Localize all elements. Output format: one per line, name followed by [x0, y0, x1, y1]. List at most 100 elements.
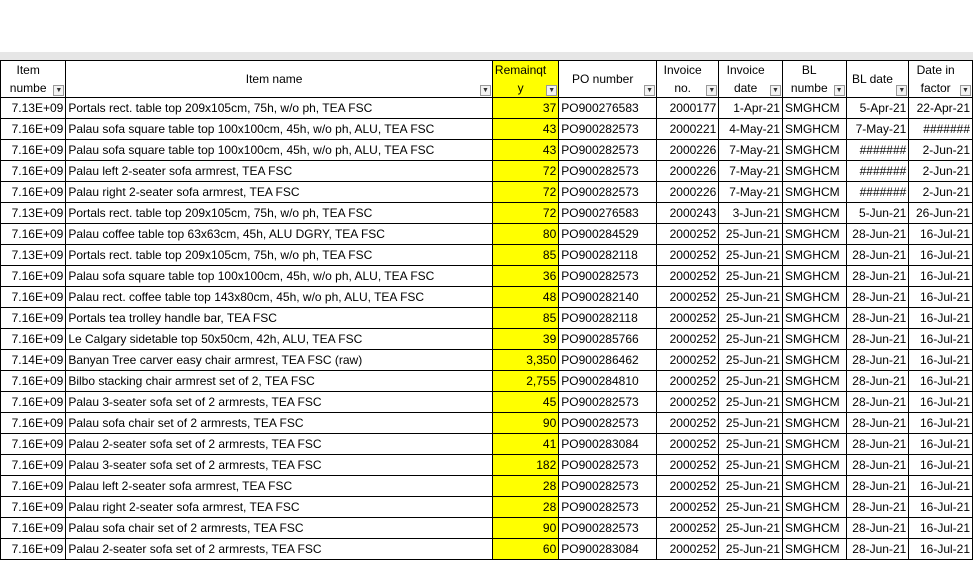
cell[interactable]: 2000252 — [656, 391, 720, 413]
cell[interactable]: ####### — [845, 181, 910, 203]
cell[interactable]: PO900284810 — [558, 370, 658, 392]
cell[interactable]: 28-Jun-21 — [845, 307, 910, 329]
cell[interactable]: 7.16E+09 — [0, 454, 67, 476]
cell[interactable]: 28-Jun-21 — [845, 433, 910, 455]
cell[interactable]: SMGHCM — [781, 391, 847, 413]
cell[interactable]: PO900284529 — [558, 223, 658, 245]
cell[interactable]: Portals tea trolley handle bar, TEA FSC — [65, 307, 493, 329]
cell[interactable]: Palau 2-seater sofa set of 2 armrests, T… — [65, 538, 493, 560]
cell[interactable]: PO900282118 — [558, 307, 658, 329]
cell[interactable]: 28-Jun-21 — [845, 328, 910, 350]
cell[interactable]: SMGHCM — [781, 412, 847, 434]
cell[interactable]: Palau left 2-seater sofa armrest, TEA FS… — [65, 475, 493, 497]
cell[interactable]: PO900282140 — [558, 286, 658, 308]
cell[interactable]: 7.16E+09 — [0, 517, 67, 539]
cell[interactable]: SMGHCM — [781, 475, 847, 497]
cell[interactable]: Palau right 2-seater sofa armrest, TEA F… — [65, 496, 493, 518]
cell[interactable]: SMGHCM — [781, 349, 847, 371]
cell[interactable]: PO900283084 — [558, 538, 658, 560]
cell[interactable]: 25-Jun-21 — [718, 349, 783, 371]
cell[interactable]: PO900282573 — [558, 454, 658, 476]
cell[interactable]: 16-Jul-21 — [908, 328, 973, 350]
cell[interactable]: 39 — [491, 328, 560, 350]
cell[interactable]: 7.13E+09 — [0, 244, 67, 266]
cell[interactable]: 16-Jul-21 — [908, 349, 973, 371]
cell[interactable]: 72 — [491, 160, 560, 182]
cell[interactable]: 2000221 — [656, 118, 720, 140]
cell[interactable]: 37 — [491, 97, 560, 119]
cell[interactable]: 22-Apr-21 — [908, 97, 973, 119]
cell[interactable]: ####### — [908, 118, 973, 140]
cell[interactable]: PO900282573 — [558, 475, 658, 497]
cell[interactable]: SMGHCM — [781, 538, 847, 560]
cell[interactable]: 45 — [491, 391, 560, 413]
cell[interactable]: 2000252 — [656, 475, 720, 497]
filter-button[interactable]: ▼ — [706, 85, 718, 96]
cell[interactable]: 7.16E+09 — [0, 475, 67, 497]
cell[interactable]: 7.13E+09 — [0, 202, 67, 224]
cell[interactable]: SMGHCM — [781, 433, 847, 455]
cell[interactable]: 25-Jun-21 — [718, 307, 783, 329]
cell[interactable]: SMGHCM — [781, 517, 847, 539]
cell[interactable]: 2000252 — [656, 433, 720, 455]
cell[interactable]: Palau 3-seater sofa set of 2 armrests, T… — [65, 454, 493, 476]
cell[interactable]: 182 — [491, 454, 560, 476]
cell[interactable]: PO900282573 — [558, 412, 658, 434]
cell[interactable]: 25-Jun-21 — [718, 328, 783, 350]
filter-button[interactable]: ▼ — [53, 85, 65, 96]
cell[interactable]: 72 — [491, 181, 560, 203]
cell[interactable]: 5-Jun-21 — [845, 202, 910, 224]
cell[interactable]: 7-May-21 — [718, 139, 783, 161]
cell[interactable]: SMGHCM — [781, 97, 847, 119]
cell[interactable]: Palau 3-seater sofa set of 2 armrests, T… — [65, 391, 493, 413]
cell[interactable]: Portals rect. table top 209x105cm, 75h, … — [65, 202, 493, 224]
cell[interactable]: 28-Jun-21 — [845, 475, 910, 497]
cell[interactable]: 25-Jun-21 — [718, 454, 783, 476]
cell[interactable]: SMGHCM — [781, 454, 847, 476]
cell[interactable]: SMGHCM — [781, 307, 847, 329]
cell[interactable]: PO900282573 — [558, 496, 658, 518]
cell[interactable]: 25-Jun-21 — [718, 496, 783, 518]
cell[interactable]: 7-May-21 — [718, 181, 783, 203]
cell[interactable]: Bilbo stacking chair armrest set of 2, T… — [65, 370, 493, 392]
cell[interactable]: 2000252 — [656, 538, 720, 560]
cell[interactable]: 90 — [491, 517, 560, 539]
cell[interactable]: 7.16E+09 — [0, 181, 67, 203]
cell[interactable]: 25-Jun-21 — [718, 370, 783, 392]
cell[interactable]: 3,350 — [491, 349, 560, 371]
cell[interactable]: 16-Jul-21 — [908, 391, 973, 413]
cell[interactable]: 28-Jun-21 — [845, 349, 910, 371]
cell[interactable]: 16-Jul-21 — [908, 496, 973, 518]
filter-button[interactable]: ▼ — [546, 85, 558, 96]
cell[interactable]: 28-Jun-21 — [845, 496, 910, 518]
cell[interactable]: 16-Jul-21 — [908, 517, 973, 539]
cell[interactable]: PO900282118 — [558, 244, 658, 266]
cell[interactable]: 28-Jun-21 — [845, 265, 910, 287]
cell[interactable]: 7.14E+09 — [0, 349, 67, 371]
cell[interactable]: SMGHCM — [781, 181, 847, 203]
cell[interactable]: 7.16E+09 — [0, 139, 67, 161]
cell[interactable]: Palau rect. coffee table top 143x80cm, 4… — [65, 286, 493, 308]
cell[interactable]: PO900282573 — [558, 160, 658, 182]
cell[interactable]: 7.16E+09 — [0, 433, 67, 455]
cell[interactable]: PO900282573 — [558, 265, 658, 287]
cell[interactable]: 2,755 — [491, 370, 560, 392]
cell[interactable]: 80 — [491, 223, 560, 245]
cell[interactable]: 2000252 — [656, 328, 720, 350]
cell[interactable]: SMGHCM — [781, 139, 847, 161]
cell[interactable]: 2-Jun-21 — [908, 139, 973, 161]
cell[interactable]: 25-Jun-21 — [718, 433, 783, 455]
cell[interactable]: 7.16E+09 — [0, 412, 67, 434]
cell[interactable]: 16-Jul-21 — [908, 433, 973, 455]
cell[interactable]: 2000226 — [656, 181, 720, 203]
cell[interactable]: Palau left 2-seater sofa armrest, TEA FS… — [65, 160, 493, 182]
cell[interactable]: 16-Jul-21 — [908, 244, 973, 266]
cell[interactable]: Palau sofa chair set of 2 armrests, TEA … — [65, 412, 493, 434]
cell[interactable]: 2000252 — [656, 307, 720, 329]
cell[interactable]: 2000252 — [656, 265, 720, 287]
cell[interactable]: 16-Jul-21 — [908, 265, 973, 287]
cell[interactable]: 2000177 — [656, 97, 720, 119]
cell[interactable]: 28 — [491, 496, 560, 518]
cell[interactable]: Portals rect. table top 209x105cm, 75h, … — [65, 97, 493, 119]
cell[interactable]: SMGHCM — [781, 223, 847, 245]
